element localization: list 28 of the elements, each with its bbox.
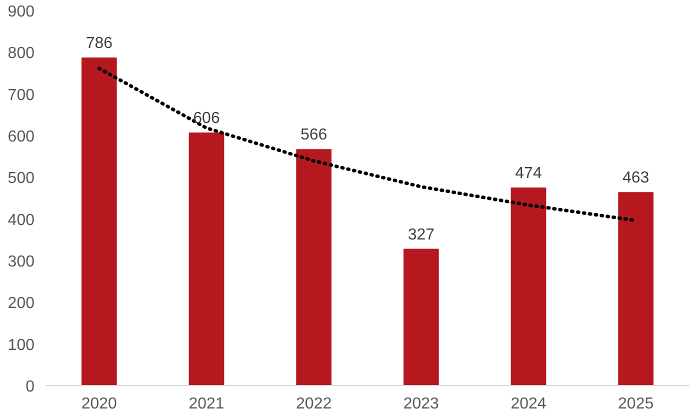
- y-tick-label: 700: [8, 86, 35, 104]
- y-tick-label: 400: [8, 212, 35, 229]
- y-tick-label: 0: [26, 378, 35, 396]
- bar: [188, 132, 224, 386]
- y-tick-label: 100: [8, 336, 35, 354]
- data-label: 327: [408, 226, 435, 244]
- x-tick-label: 2023: [403, 396, 440, 412]
- y-tick-label: 500: [8, 170, 35, 188]
- data-label: 786: [86, 35, 113, 52]
- x-tick-label: 2025: [618, 396, 654, 412]
- y-tick-label: 300: [8, 254, 35, 270]
- x-tick-label: 2022: [296, 396, 332, 412]
- data-label: 606: [193, 110, 220, 127]
- bar: [296, 149, 332, 386]
- bar: [81, 58, 117, 386]
- y-tick-label: 800: [8, 45, 35, 62]
- data-label: 474: [515, 165, 542, 182]
- y-tick-label: 200: [8, 295, 35, 312]
- bar: [403, 248, 439, 386]
- bar: [618, 192, 654, 386]
- data-label: 463: [622, 170, 650, 187]
- x-tick-label: 2021: [188, 396, 224, 412]
- y-tick-label: 900: [8, 4, 35, 20]
- data-label: 566: [300, 126, 328, 144]
- x-tick-label: 2024: [510, 396, 546, 412]
- y-tick-label: 600: [8, 128, 35, 146]
- bar: [510, 188, 546, 386]
- x-tick-label: 2020: [81, 396, 118, 412]
